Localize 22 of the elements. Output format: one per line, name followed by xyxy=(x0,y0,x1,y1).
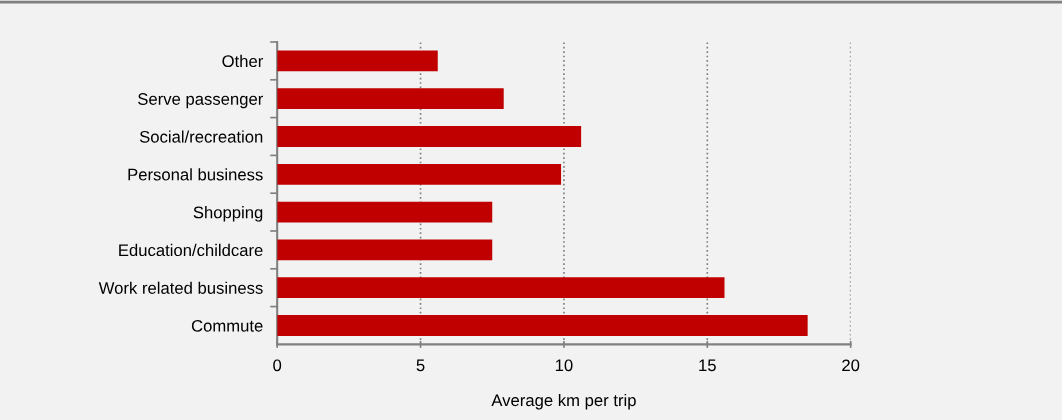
bar xyxy=(277,126,582,147)
x-axis-title: Average km per trip xyxy=(491,393,636,410)
bar xyxy=(277,88,504,110)
bar xyxy=(277,277,725,299)
y-tick-label: Education/childcare xyxy=(119,243,263,257)
y-tick-label: Work related business xyxy=(98,281,263,294)
x-tick-label: 5 xyxy=(416,359,425,372)
x-tick-label: 0 xyxy=(273,359,282,372)
y-tick-label: Shopping xyxy=(193,206,263,222)
x-tick-label: 10 xyxy=(555,359,573,372)
y-tick-label: Commute xyxy=(191,319,263,332)
bar xyxy=(277,315,808,336)
bar xyxy=(277,201,493,223)
x-tick-label: 15 xyxy=(699,359,716,372)
y-tick-label: Other xyxy=(222,54,264,68)
bar xyxy=(277,50,438,72)
x-tick-label: 20 xyxy=(842,359,860,372)
y-tick-label: Social/recreation xyxy=(139,130,263,143)
y-tick-label: Personal business xyxy=(128,168,263,181)
y-tick-label: Serve passenger xyxy=(138,93,264,109)
bar xyxy=(277,239,493,261)
bar xyxy=(277,163,562,185)
